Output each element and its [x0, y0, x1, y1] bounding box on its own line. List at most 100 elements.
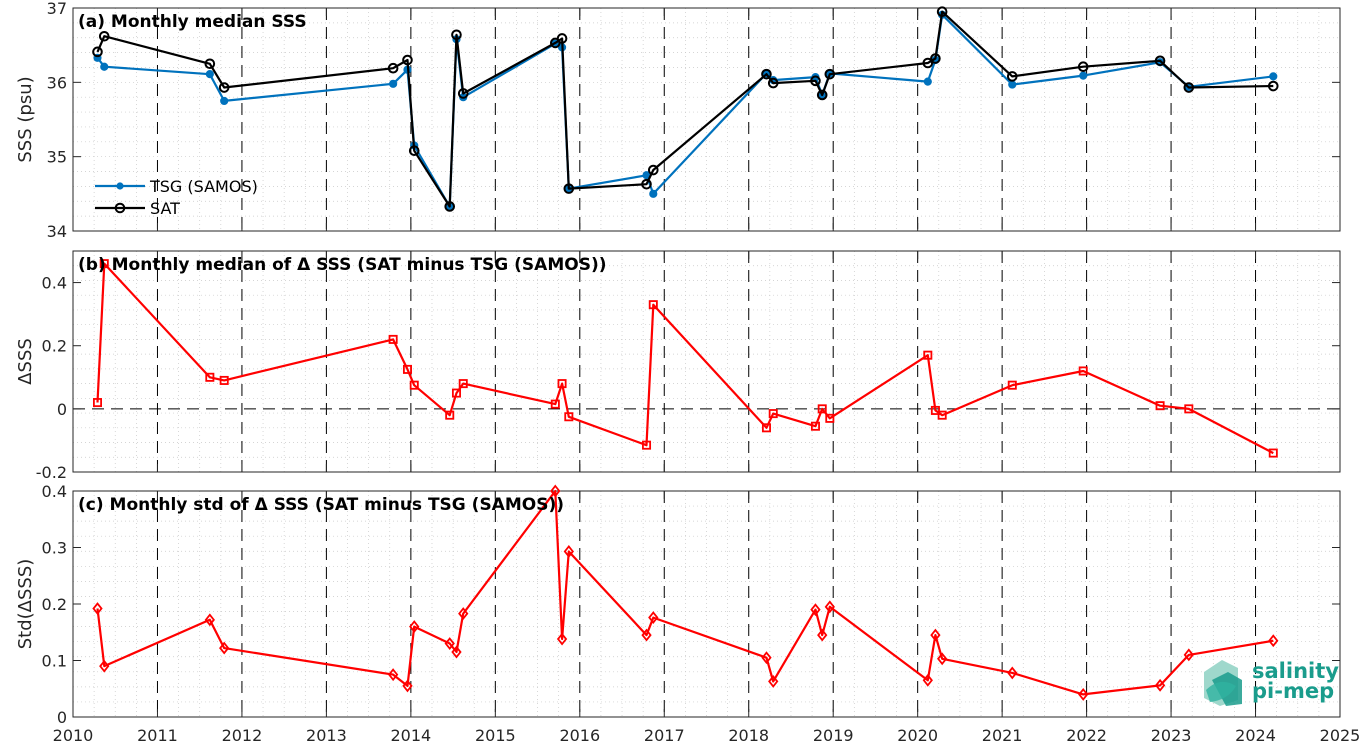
data-point	[556, 632, 568, 646]
y-tick-label: 0	[57, 400, 67, 419]
y-tick-label: 0	[57, 708, 67, 727]
x-tick-label: 2025	[1320, 726, 1361, 745]
series-line	[96, 262, 1274, 455]
x-tick-labels: 2010 2011 2012 2013 2014 2015 2016 2017 2018 2019…	[53, 726, 1361, 745]
logo-text-line1: salinity	[1252, 659, 1339, 683]
y-tick-label: 0.4	[42, 482, 67, 501]
y-axis-label: Std(ΔSSS)	[15, 559, 36, 650]
logo-text-line2: pi-mep	[1252, 679, 1334, 703]
data-point	[922, 673, 933, 687]
data-point	[761, 651, 772, 665]
data-point	[205, 372, 215, 382]
data-point	[1007, 380, 1017, 390]
data-point	[550, 484, 561, 498]
data-point	[444, 637, 455, 650]
panel-c: 0 0.1 0.2 0.3 0.4 Std(ΔSSS) (c) Monthly std of…	[15, 482, 1341, 727]
data-point	[92, 46, 103, 58]
y-tick-label: 0.1	[42, 652, 67, 671]
y-tick-label: 37	[47, 0, 67, 18]
data-point	[402, 364, 412, 374]
series-line	[96, 10, 1274, 208]
data-point	[1269, 72, 1278, 81]
data-point	[389, 79, 398, 88]
legend: TSG (SAMOS) SAT	[95, 177, 258, 218]
data-point	[92, 398, 102, 408]
legend-marker	[114, 202, 126, 214]
data-point	[445, 410, 455, 420]
minor-grid	[73, 251, 1340, 472]
data-point	[1184, 404, 1194, 414]
series-1	[92, 484, 1279, 701]
data-point	[550, 399, 560, 409]
x-tick-label: 2023	[1151, 726, 1192, 745]
data-point	[817, 628, 828, 642]
series-line	[96, 489, 1274, 696]
data-point	[937, 652, 948, 666]
data-point	[563, 183, 575, 194]
data-point	[408, 145, 420, 157]
data-point	[387, 62, 399, 74]
data-point	[1077, 61, 1089, 73]
data-point	[451, 29, 462, 41]
data-point	[458, 379, 468, 389]
data-point	[457, 88, 469, 99]
data-point	[810, 75, 821, 87]
data-point	[1007, 666, 1018, 680]
data-point	[767, 77, 779, 89]
data-point	[98, 30, 110, 42]
x-tick-label: 2016	[559, 726, 600, 745]
data-point	[937, 410, 947, 420]
y-tick-label: 36	[47, 73, 67, 92]
data-point	[816, 89, 828, 101]
x-tick-label: 2017	[644, 726, 685, 745]
data-point	[1078, 366, 1088, 376]
data-point	[930, 628, 941, 642]
y-tick-label: 0.4	[42, 274, 67, 293]
x-tick-label: 2018	[728, 726, 769, 745]
data-point	[1006, 71, 1018, 82]
data-point	[824, 68, 836, 80]
data-point	[556, 33, 568, 44]
data-point	[219, 641, 230, 655]
y-axis-label: ΔSSS	[15, 338, 36, 385]
x-tick-label: 2019	[813, 726, 854, 745]
data-point	[409, 620, 420, 634]
y-tick-label: 34	[47, 222, 67, 241]
panel-a: 34 35 36 37 SSS (psu) (a) Monthly median SSS T…	[15, 0, 1341, 241]
data-point	[810, 603, 821, 617]
panel-b: -0.2 0 0.2 0.4 ΔSSS (b) Monthly median of Δ S…	[15, 250, 1341, 482]
x-tick-label: 2021	[982, 726, 1023, 745]
data-point	[204, 58, 216, 70]
x-tick-label: 2022	[1066, 726, 1107, 745]
legend-label: TSG (SAMOS)	[149, 177, 258, 196]
series-line	[96, 13, 1274, 208]
data-point	[402, 679, 413, 693]
data-point	[1008, 80, 1017, 89]
data-point	[220, 96, 229, 106]
x-tick-label: 2012	[222, 726, 263, 745]
data-point	[99, 259, 109, 269]
data-point	[99, 659, 110, 673]
data-point	[205, 70, 214, 79]
data-point	[1154, 55, 1166, 67]
data-point	[1183, 82, 1195, 93]
x-tick-label: 2010	[53, 726, 94, 745]
data-point	[1183, 648, 1194, 662]
data-point	[388, 334, 398, 344]
data-point	[451, 388, 461, 398]
minor-grid	[73, 491, 1340, 717]
data-point	[922, 57, 934, 69]
legend-marker	[116, 182, 124, 190]
y-tick-label: 35	[47, 148, 67, 167]
axes-frame	[72, 7, 1341, 232]
data-point	[810, 421, 820, 431]
data-point	[825, 413, 835, 423]
data-point	[458, 607, 469, 621]
data-point	[563, 545, 574, 558]
x-tick-label: 2015	[475, 726, 516, 745]
y-tick-label: 0.2	[42, 595, 67, 614]
y-tick-label: 0.2	[42, 337, 67, 356]
y-axis-label: SSS (psu)	[15, 76, 36, 162]
